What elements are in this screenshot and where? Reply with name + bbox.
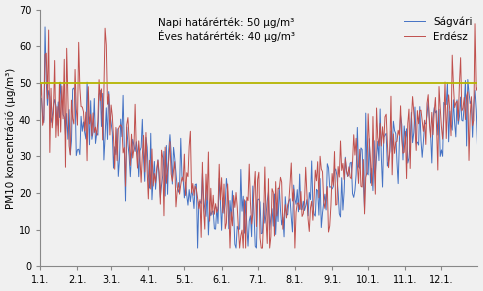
Erdész — [227, 246, 233, 250]
Line: Erdész: Erdész — [40, 24, 477, 248]
Ságvári — [131, 144, 137, 147]
Ságvári — [474, 142, 480, 146]
Erdész — [130, 156, 136, 160]
Erdész — [474, 86, 480, 89]
Ságvári — [214, 205, 220, 209]
Erdész — [37, 100, 43, 104]
Ságvári — [414, 140, 420, 144]
Text: Napi határérték: 50 μg/m³
Éves határérték: 40 μg/m³: Napi határérték: 50 μg/m³ Éves határérté… — [158, 17, 295, 42]
Legend: Ságvári, Erdész: Ságvári, Erdész — [399, 12, 477, 46]
Erdész — [157, 203, 163, 206]
Erdész — [455, 119, 461, 123]
Ságvári — [42, 25, 48, 29]
Erdész — [212, 212, 217, 216]
Erdész — [413, 149, 419, 152]
Line: Ságvári: Ságvári — [40, 27, 477, 248]
Erdész — [472, 22, 478, 26]
Ságvári — [37, 99, 43, 102]
Ságvári — [195, 246, 200, 250]
Ságvári — [158, 183, 164, 187]
Erdész — [214, 211, 220, 214]
Y-axis label: PM10 koncentráció (μg/m³): PM10 koncentráció (μg/m³) — [6, 67, 16, 209]
Ságvári — [456, 115, 462, 119]
Ságvári — [216, 177, 222, 180]
